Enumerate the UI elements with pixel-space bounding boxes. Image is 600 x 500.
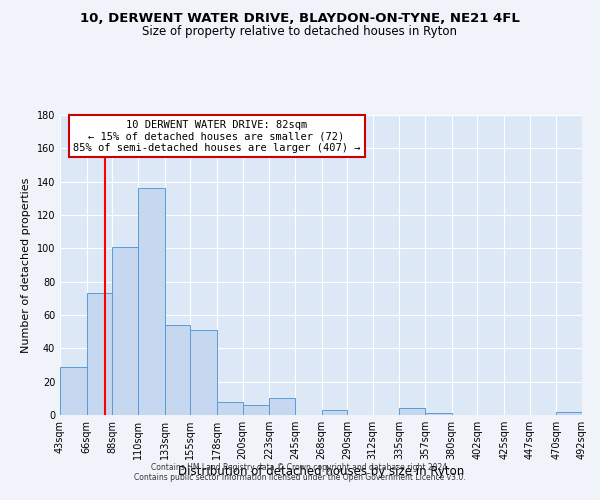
Bar (242, 405, 269, 415)
Text: Contains public sector information licensed under the Open Government Licence v3: Contains public sector information licen… (134, 474, 466, 482)
Bar (269, 398, 295, 415)
Bar (60, 366, 87, 415)
Y-axis label: Number of detached properties: Number of detached properties (21, 178, 31, 352)
Bar (87, 294, 112, 415)
Bar (556, 412, 582, 415)
Text: 10, DERWENT WATER DRIVE, BLAYDON-ON-TYNE, NE21 4FL: 10, DERWENT WATER DRIVE, BLAYDON-ON-TYNE… (80, 12, 520, 26)
Bar (138, 188, 164, 415)
X-axis label: Distribution of detached houses by size in Ryton: Distribution of detached houses by size … (178, 465, 464, 478)
Bar (425, 414, 452, 415)
Bar (190, 330, 217, 415)
Text: Contains HM Land Registry data © Crown copyright and database right 2024.: Contains HM Land Registry data © Crown c… (151, 464, 449, 472)
Bar (400, 408, 425, 415)
Text: Size of property relative to detached houses in Ryton: Size of property relative to detached ho… (143, 25, 458, 38)
Bar (217, 402, 242, 415)
Text: 10 DERWENT WATER DRIVE: 82sqm
← 15% of detached houses are smaller (72)
85% of s: 10 DERWENT WATER DRIVE: 82sqm ← 15% of d… (73, 120, 361, 152)
Bar (112, 246, 138, 415)
Bar (322, 410, 347, 415)
Bar (164, 325, 190, 415)
